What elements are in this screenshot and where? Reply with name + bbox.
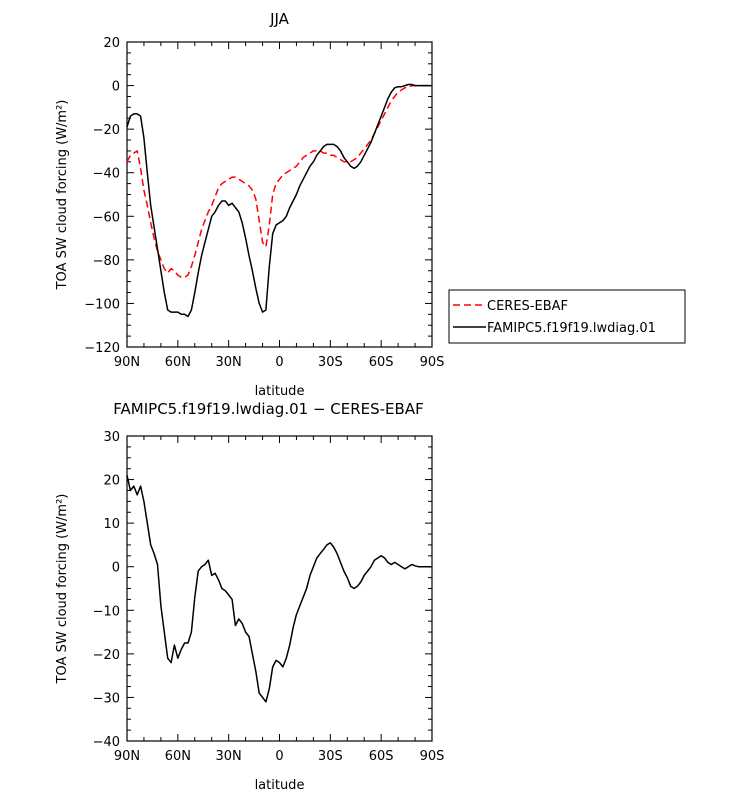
panel-top: JJA 90N 60N 30N 0 30S 60S 90S 20 0 −20 −40 −60 −80 −10… bbox=[55, 10, 686, 399]
y-tick-label: −10 bbox=[93, 604, 120, 619]
y-tick-label: −30 bbox=[93, 691, 120, 706]
y-axis-title: TOA SW cloud forcing (W/m²) bbox=[55, 494, 70, 685]
y-tick-label: −40 bbox=[93, 167, 120, 182]
series-line-1 bbox=[126, 83, 432, 318]
y-tick-label: −60 bbox=[93, 210, 120, 225]
chart-title: FAMIPC5.f19f19.lwdiag.01 − CERES-EBAF bbox=[113, 400, 423, 418]
legend-label-1: FAMIPC5.f19f19.lwdiag.01 bbox=[487, 321, 656, 336]
x-tick-label: 90N bbox=[114, 355, 140, 370]
y-tick-label: −100 bbox=[84, 297, 120, 312]
x-tick-label: 60S bbox=[369, 749, 394, 764]
series-line-0 bbox=[126, 475, 432, 703]
y-tick-label: −20 bbox=[93, 123, 120, 138]
x-tick-label: 30S bbox=[318, 355, 343, 370]
plot-frame bbox=[126, 435, 433, 742]
y-tick-label: −40 bbox=[93, 735, 120, 750]
y-axis-title: TOA SW cloud forcing (W/m²) bbox=[55, 100, 70, 291]
y-tick-label: 0 bbox=[112, 80, 120, 95]
y-tick-label: −120 bbox=[84, 341, 120, 356]
x-tick-label: 30N bbox=[216, 749, 242, 764]
x-tick-label: 0 bbox=[275, 355, 283, 370]
legend-label-0: CERES-EBAF bbox=[487, 299, 568, 314]
x-tick-label: 30S bbox=[318, 749, 343, 764]
y-tick-label: 10 bbox=[103, 517, 120, 532]
panel-bottom: FAMIPC5.f19f19.lwdiag.01 − CERES-EBAF 90N… bbox=[55, 400, 444, 793]
y-tick-label: 20 bbox=[103, 474, 120, 489]
x-tick-label: 30N bbox=[216, 355, 242, 370]
x-tick-label: 90N bbox=[114, 749, 140, 764]
x-tick-label: 60N bbox=[165, 355, 191, 370]
x-tick-label: 60N bbox=[165, 749, 191, 764]
plot-frame bbox=[126, 41, 433, 348]
y-tick-label: 0 bbox=[112, 561, 120, 576]
legend: CERES-EBAF FAMIPC5.f19f19.lwdiag.01 bbox=[448, 289, 686, 344]
series-line-0 bbox=[126, 84, 432, 279]
x-axis-title: latitude bbox=[255, 778, 305, 793]
y-tick-label: −20 bbox=[93, 648, 120, 663]
chart-title: JJA bbox=[269, 10, 290, 28]
y-tick-label: −80 bbox=[93, 254, 120, 269]
y-tick-label: 20 bbox=[103, 36, 120, 51]
y-tick-label: 30 bbox=[103, 430, 120, 445]
x-tick-label: 90S bbox=[420, 355, 445, 370]
x-axis-title: latitude bbox=[255, 384, 305, 399]
legend-box bbox=[448, 289, 686, 344]
x-tick-label: 60S bbox=[369, 355, 394, 370]
x-tick-label: 0 bbox=[275, 749, 283, 764]
x-tick-label: 90S bbox=[420, 749, 445, 764]
